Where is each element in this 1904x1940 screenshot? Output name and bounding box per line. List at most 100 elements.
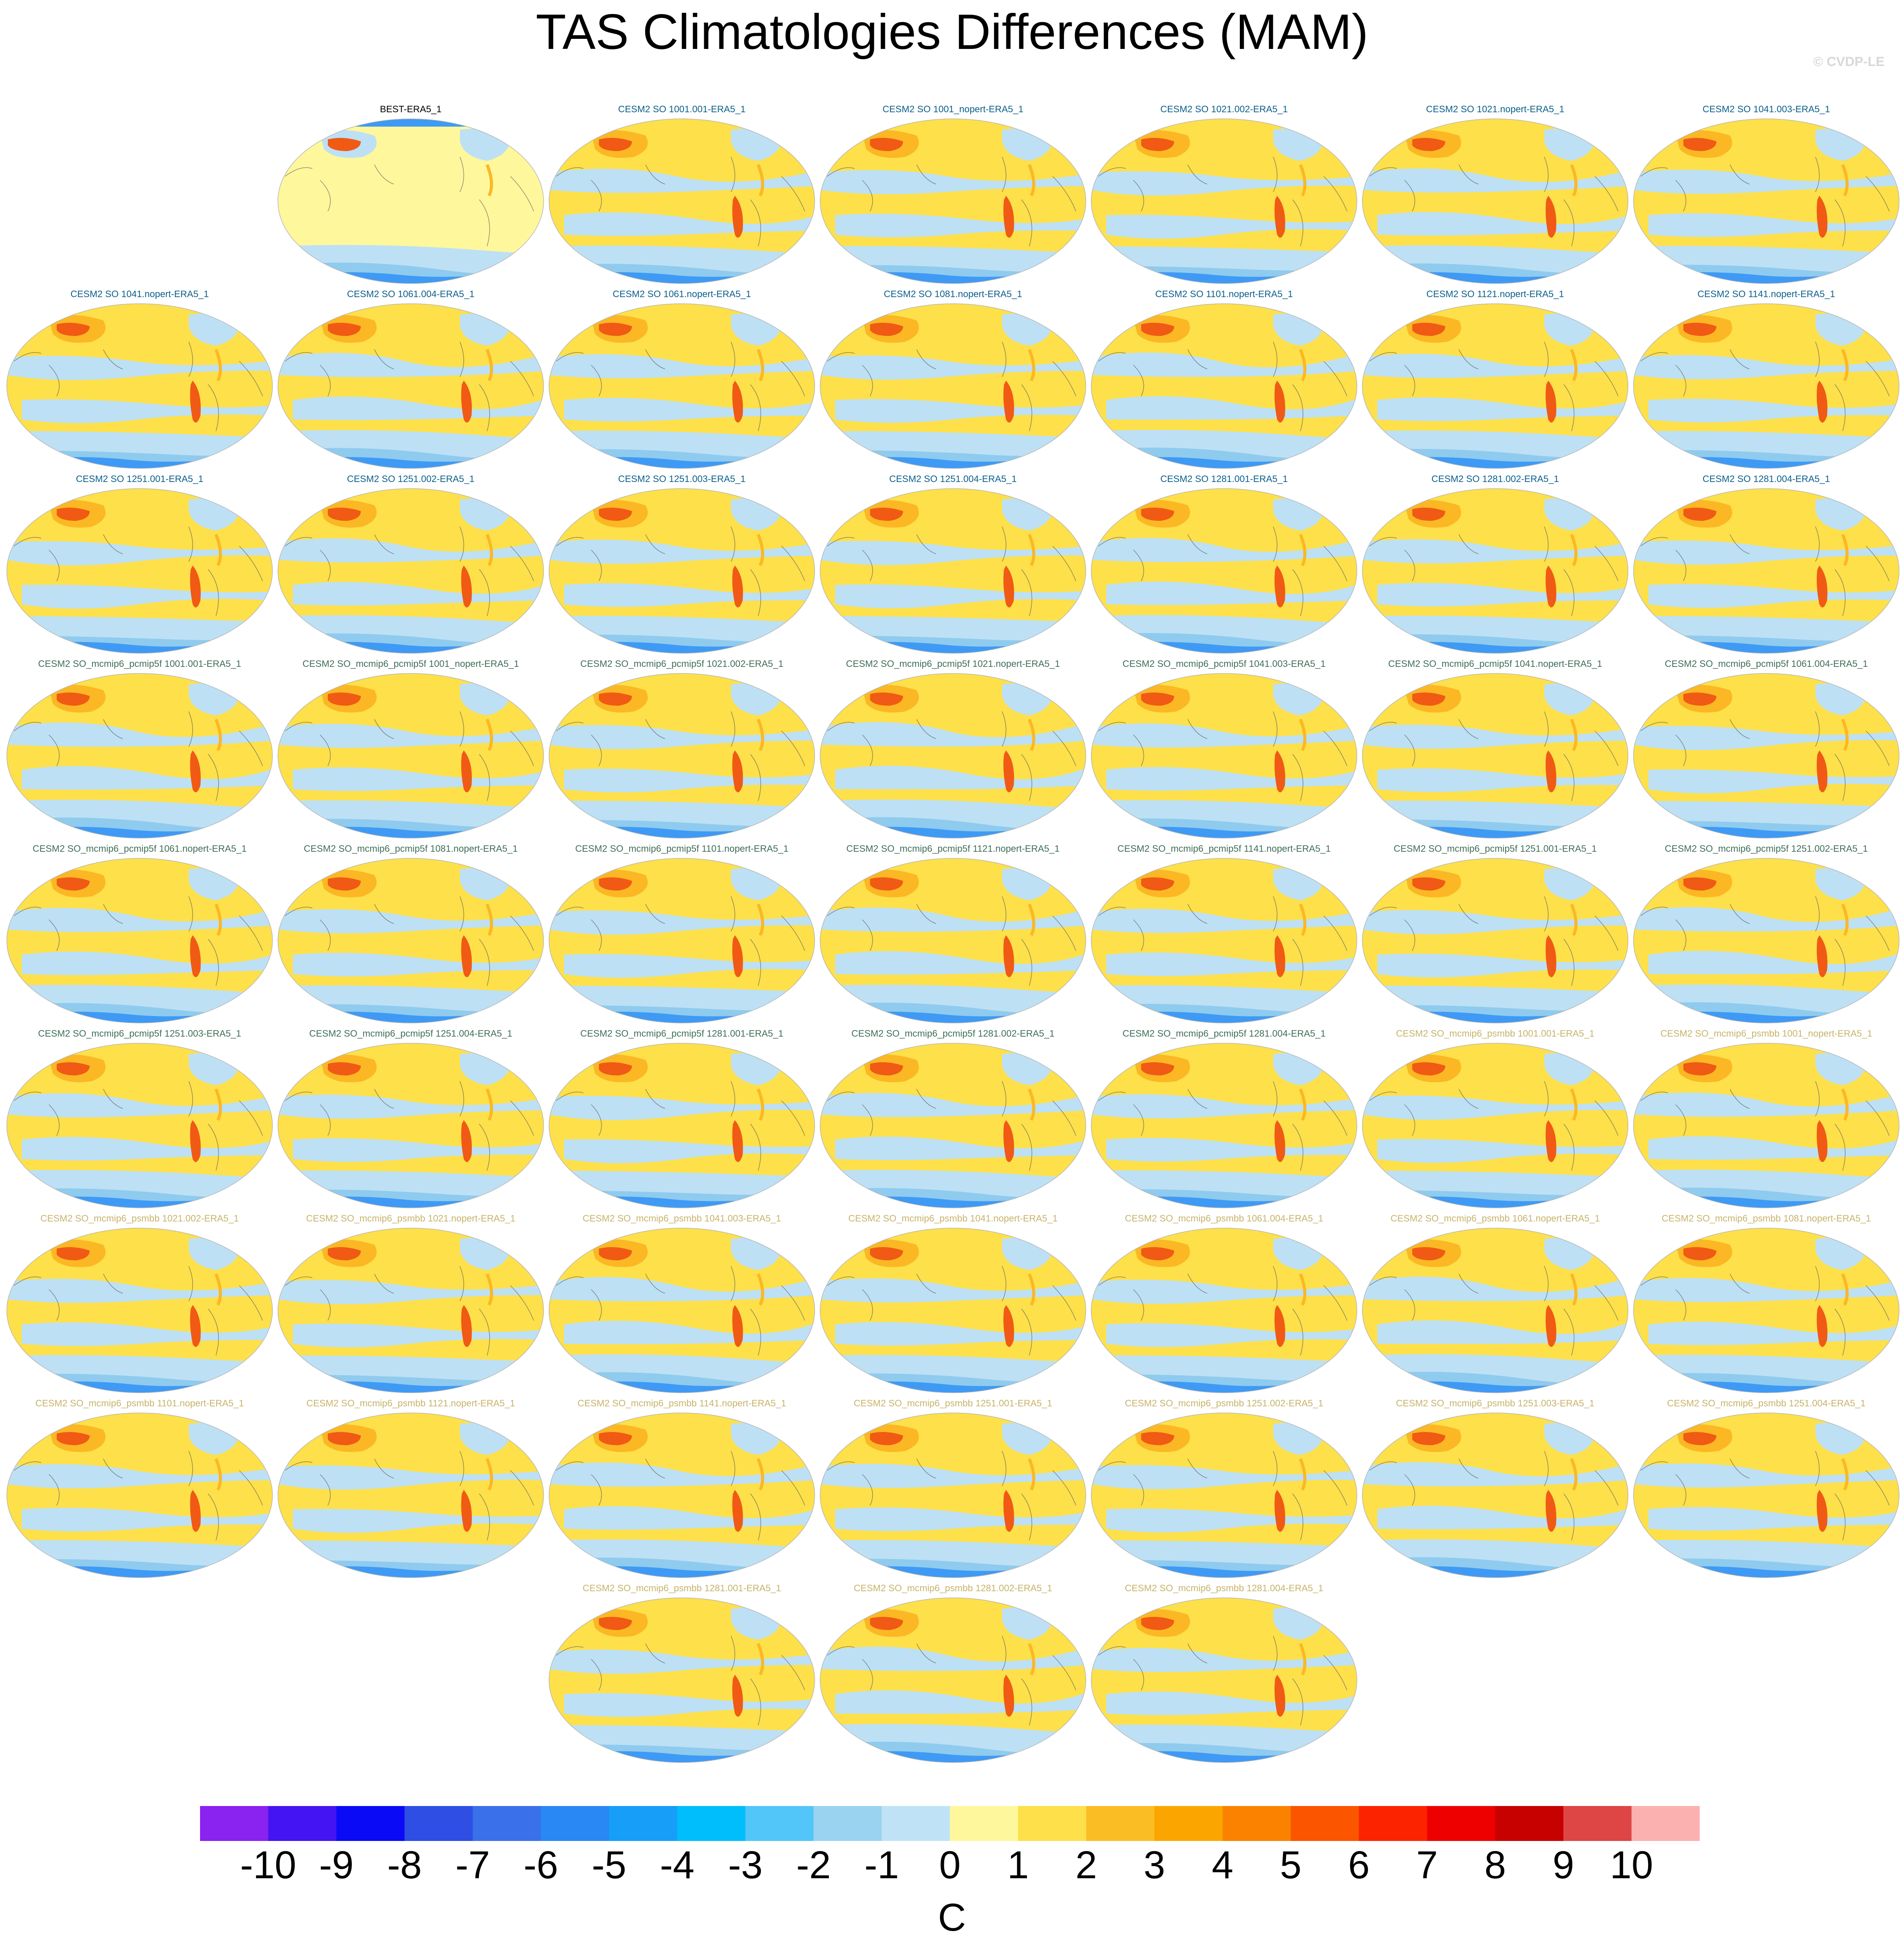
map-panel: CESM2 SO_mcmip6_pcmip5f 1001_nopert-ERA5… (276, 656, 546, 839)
world-map (1091, 1227, 1358, 1394)
panel-label: CESM2 SO 1251.002-ERA5_1 (347, 474, 475, 484)
colorbar-tick-label: 2 (1075, 1843, 1097, 1887)
map-panel: CESM2 SO_mcmip6_psmbb 1061.nopert-ERA5_1 (1360, 1211, 1630, 1394)
world-map (548, 118, 815, 284)
colorbar-box (950, 1806, 1018, 1841)
map-panel: CESM2 SO_mcmip6_pcmip5f 1101.nopert-ERA5… (547, 841, 817, 1024)
map-panel: CESM2 SO_mcmip6_psmbb 1061.004-ERA5_1 (1089, 1211, 1359, 1394)
colorbar-box (677, 1806, 745, 1841)
panel-label: CESM2 SO_mcmip6_pcmip5f 1021.002-ERA5_1 (580, 659, 783, 669)
world-map (548, 673, 815, 839)
world-map (277, 303, 544, 469)
copyright-text: © CVDP-LE (1813, 54, 1885, 69)
panel-label: CESM2 SO_mcmip6_psmbb 1061.004-ERA5_1 (1125, 1213, 1323, 1224)
colorbar-box (404, 1806, 473, 1841)
panel-label: CESM2 SO 1281.002-ERA5_1 (1431, 474, 1559, 484)
world-map (277, 118, 544, 284)
world-map (1633, 1227, 1900, 1394)
world-map (1633, 303, 1900, 469)
world-map (277, 673, 544, 839)
panel-label: CESM2 SO_mcmip6_pcmip5f 1061.004-ERA5_1 (1665, 659, 1868, 669)
panel-label: CESM2 SO 1251.004-ERA5_1 (889, 474, 1017, 484)
panel-label: CESM2 SO 1251.003-ERA5_1 (618, 474, 746, 484)
map-panel: CESM2 SO_mcmip6_psmbb 1001_nopert-ERA5_1 (1631, 1026, 1901, 1209)
panel-label: CESM2 SO_mcmip6_psmbb 1101.nopert-ERA5_1 (35, 1398, 244, 1409)
world-map (6, 1412, 273, 1578)
map-panel: CESM2 SO_mcmip6_pcmip5f 1081.nopert-ERA5… (276, 841, 546, 1024)
panel-label: CESM2 SO_mcmip6_pcmip5f 1081.nopert-ERA5… (304, 844, 518, 854)
panel-label: CESM2 SO_mcmip6_psmbb 1041.nopert-ERA5_1 (848, 1213, 1058, 1224)
colorbar-box (541, 1806, 609, 1841)
world-map (1091, 1042, 1358, 1209)
panel-label: CESM2 SO 1251.001-ERA5_1 (76, 474, 204, 484)
map-panel: CESM2 SO_mcmip6_pcmip5f 1001.001-ERA5_1 (5, 656, 275, 839)
world-map (1091, 303, 1358, 469)
colorbar-box (1291, 1806, 1359, 1841)
world-map (1362, 1227, 1629, 1394)
map-panel: CESM2 SO_mcmip6_pcmip5f 1251.004-ERA5_1 (276, 1026, 546, 1209)
panel-label: CESM2 SO 1281.004-ERA5_1 (1702, 474, 1830, 484)
panel-label: CESM2 SO 1141.nopert-ERA5_1 (1697, 289, 1835, 299)
world-map (1633, 488, 1900, 654)
colorbar-box (1154, 1806, 1223, 1841)
map-panel: CESM2 SO_mcmip6_pcmip5f 1041.nopert-ERA5… (1360, 656, 1630, 839)
colorbar-box (200, 1806, 268, 1841)
colorbar-box (1222, 1806, 1291, 1841)
colorbar-tick-label: 1 (1007, 1843, 1029, 1887)
panel-label: CESM2 SO 1041.003-ERA5_1 (1702, 104, 1830, 115)
world-map (820, 1597, 1086, 1763)
world-map (1362, 1042, 1629, 1209)
colorbar-tick-label: 7 (1416, 1843, 1438, 1887)
panel-label: CESM2 SO_mcmip6_psmbb 1251.004-ERA5_1 (1667, 1398, 1866, 1409)
world-map (820, 673, 1086, 839)
panel-label: CESM2 SO_mcmip6_pcmip5f 1251.004-ERA5_1 (309, 1028, 512, 1039)
world-map (277, 858, 544, 1024)
colorbar-tick-label: 0 (939, 1843, 961, 1887)
map-panel: CESM2 SO 1001.001-ERA5_1 (547, 102, 817, 284)
map-panel: CESM2 SO 1251.004-ERA5_1 (818, 472, 1088, 654)
colorbar-box (1427, 1806, 1495, 1841)
world-map (1633, 118, 1900, 284)
panel-label: CESM2 SO_mcmip6_pcmip5f 1281.001-ERA5_1 (580, 1028, 783, 1039)
panel-label: CESM2 SO_mcmip6_pcmip5f 1281.004-ERA5_1 (1123, 1028, 1326, 1039)
panel-label: CESM2 SO_mcmip6_psmbb 1251.001-ERA5_1 (854, 1398, 1052, 1409)
colorbar-tick-label: -8 (387, 1843, 422, 1887)
map-panel: CESM2 SO_mcmip6_psmbb 1041.nopert-ERA5_1 (818, 1211, 1088, 1394)
colorbar-tick-label: -10 (240, 1843, 296, 1887)
map-panel: CESM2 SO_mcmip6_psmbb 1041.003-ERA5_1 (547, 1211, 817, 1394)
map-panel: CESM2 SO_mcmip6_psmbb 1001.001-ERA5_1 (1360, 1026, 1630, 1209)
colorbar-box (1086, 1806, 1154, 1841)
colorbar-tick-label: 8 (1484, 1843, 1506, 1887)
panel-label: CESM2 SO 1061.nopert-ERA5_1 (613, 289, 751, 299)
panel-label: CESM2 SO_mcmip6_psmbb 1141.nopert-ERA5_1 (577, 1398, 787, 1409)
colorbar-box (745, 1806, 814, 1841)
colorbar-tick-label: 5 (1280, 1843, 1302, 1887)
world-map (1362, 118, 1629, 284)
map-panel: CESM2 SO_mcmip6_psmbb 1101.nopert-ERA5_1 (5, 1396, 275, 1578)
panel-label: CESM2 SO_mcmip6_psmbb 1041.003-ERA5_1 (583, 1213, 781, 1224)
colorbar-tick-label: 6 (1348, 1843, 1370, 1887)
panel-label: CESM2 SO 1061.004-ERA5_1 (347, 289, 475, 299)
panel-label: CESM2 SO_mcmip6_psmbb 1081.nopert-ERA5_1 (1662, 1213, 1871, 1224)
panel-label: CESM2 SO 1101.nopert-ERA5_1 (1155, 289, 1293, 299)
map-panel: CESM2 SO_mcmip6_pcmip5f 1141.nopert-ERA5… (1089, 841, 1359, 1024)
map-panel: CESM2 SO_mcmip6_psmbb 1081.nopert-ERA5_1 (1631, 1211, 1901, 1394)
map-panel: CESM2 SO 1061.nopert-ERA5_1 (547, 287, 817, 469)
colorbar-tick-label: -7 (455, 1843, 490, 1887)
colorbar-tick-label: -4 (660, 1843, 694, 1887)
panel-label: CESM2 SO 1041.nopert-ERA5_1 (70, 289, 209, 299)
map-panel: CESM2 SO_mcmip6_pcmip5f 1041.003-ERA5_1 (1089, 656, 1359, 839)
panel-label: CESM2 SO_mcmip6_psmbb 1021.nopert-ERA5_1 (306, 1213, 515, 1224)
colorbar-box (1563, 1806, 1632, 1841)
world-map (548, 303, 815, 469)
world-map (548, 1412, 815, 1578)
map-panel: CESM2 SO_mcmip6_psmbb 1251.003-ERA5_1 (1360, 1396, 1630, 1578)
panel-label: CESM2 SO 1081.nopert-ERA5_1 (884, 289, 1022, 299)
map-panel: CESM2 SO_mcmip6_pcmip5f 1021.002-ERA5_1 (547, 656, 817, 839)
colorbar-box (1018, 1806, 1086, 1841)
world-map (820, 303, 1086, 469)
colorbar-box (1631, 1806, 1700, 1841)
colorbar-tick-label: -3 (728, 1843, 763, 1887)
panel-label: CESM2 SO_mcmip6_pcmip5f 1281.002-ERA5_1 (851, 1028, 1055, 1039)
world-map (1362, 1412, 1629, 1578)
